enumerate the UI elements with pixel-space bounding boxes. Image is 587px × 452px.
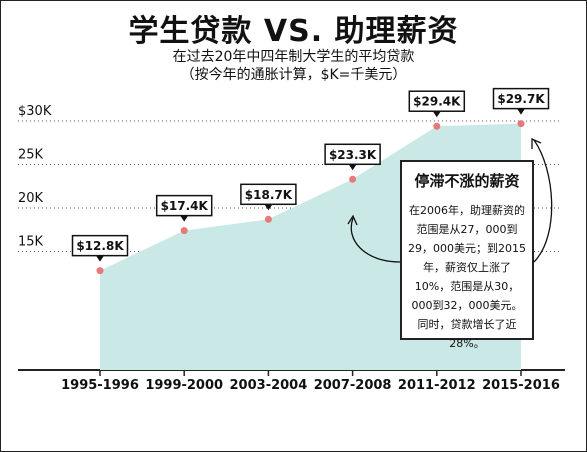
x-tick-label-1: 1999-2000 bbox=[145, 378, 223, 393]
data-label-1: $17.4K bbox=[161, 199, 209, 213]
data-label-pointer-4 bbox=[432, 111, 441, 118]
y-tick-label-3: $30K bbox=[18, 104, 52, 119]
data-label-pointer-5 bbox=[517, 108, 525, 115]
x-tick-label-2: 2003-2004 bbox=[230, 378, 308, 393]
data-label-callout-5: $29.7K bbox=[492, 87, 550, 115]
data-label-5: $29.7K bbox=[497, 92, 545, 106]
subtitle-line-2: （按今年的通胀计算，$K=千美元） bbox=[180, 67, 407, 83]
note-body: 在2006年，助理薪资的范围是从27，000到29，000美元；到2015年，薪… bbox=[408, 204, 526, 350]
data-point-5 bbox=[517, 120, 525, 128]
chart-title: 学生贷款 VS. 助理薪资 bbox=[128, 14, 459, 49]
arrowhead-2015 bbox=[531, 137, 542, 149]
data-point-4 bbox=[433, 122, 441, 130]
data-label-pointer-0 bbox=[96, 255, 104, 262]
arrow-to-2007 bbox=[350, 217, 401, 263]
y-tick-label-0: 15K bbox=[18, 235, 44, 250]
data-label-callout-4: $29.4K bbox=[408, 90, 466, 118]
chart-subtitle: 在过去20年中四年制大学生的平均贷款 （按今年的通胀计算，$K=千美元） bbox=[0, 48, 587, 84]
data-point-3 bbox=[349, 175, 357, 183]
data-point-2 bbox=[264, 215, 272, 223]
data-label-callout-3: $23.3K bbox=[324, 143, 381, 171]
x-tick-label-4: 2011-2012 bbox=[398, 378, 476, 393]
data-point-0 bbox=[96, 267, 104, 275]
x-tick-label-3: 2007-2008 bbox=[314, 378, 392, 393]
x-tick-label-0: 1995-1996 bbox=[61, 378, 139, 393]
data-label-pointer-1 bbox=[180, 215, 189, 222]
data-label-0: $12.8K bbox=[76, 239, 124, 253]
data-point-1 bbox=[180, 227, 188, 235]
y-tick-label-2: 25K bbox=[18, 148, 44, 163]
data-label-4: $29.4K bbox=[413, 95, 461, 109]
salary-note-box: 停滞不涨的薪资 在2006年，助理薪资的范围是从27，000到29，000美元；… bbox=[400, 160, 534, 350]
data-label-callout-0: $12.8K bbox=[71, 234, 129, 262]
note-title: 停滞不涨的薪资 bbox=[414, 172, 520, 190]
data-label-callout-1: $17.4K bbox=[155, 194, 213, 222]
y-tick-label-1: 20K bbox=[18, 191, 44, 206]
data-label-pointer-2 bbox=[264, 204, 273, 211]
subtitle-line-1: 在过去20年中四年制大学生的平均贷款 bbox=[172, 49, 415, 65]
data-label-callout-2: $18.7K bbox=[240, 183, 297, 211]
arrow-to-2015 bbox=[533, 139, 553, 263]
data-label-pointer-3 bbox=[348, 164, 357, 171]
arrowhead-2007 bbox=[347, 214, 358, 226]
data-label-3: $23.3K bbox=[329, 148, 377, 162]
x-tick-label-5: 2015-2016 bbox=[482, 378, 560, 393]
note-arrows bbox=[347, 137, 553, 263]
data-label-2: $18.7K bbox=[245, 188, 293, 202]
